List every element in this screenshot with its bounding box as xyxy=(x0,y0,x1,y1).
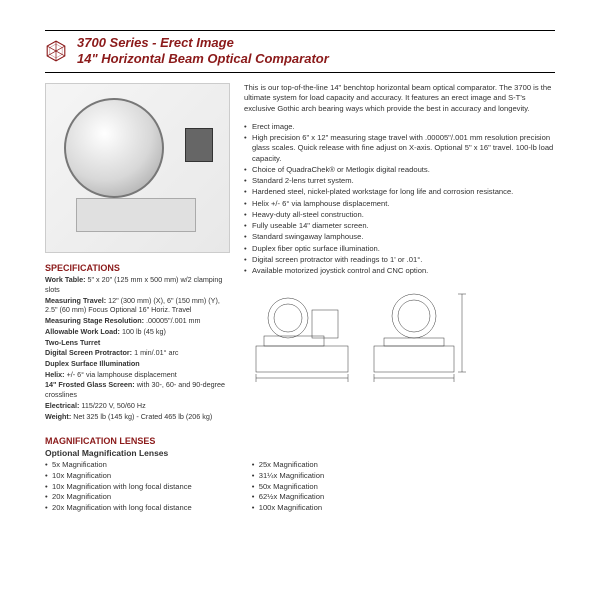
spec-line: Helix: +/- 6° via lamphouse displacement xyxy=(45,370,230,380)
title-line-1: 3700 Series - Erect Image xyxy=(77,35,329,51)
feature-item: Heavy-duty all-steel construction. xyxy=(244,210,555,220)
specs-list: Work Table: 5" x 20" (125 mm x 500 mm) w… xyxy=(45,275,230,421)
header-bar: 3700 Series - Erect Image 14" Horizontal… xyxy=(45,30,555,73)
product-photo xyxy=(45,83,230,253)
feature-item: Choice of QuadraChek® or Metlogix digita… xyxy=(244,165,555,175)
mag-item: 10x Magnification with long focal distan… xyxy=(45,482,192,493)
feature-item: Standard swingaway lamphouse. xyxy=(244,232,555,242)
feature-item: Standard 2-lens turret system. xyxy=(244,176,555,186)
magnification-section: MAGNIFICATION LENSES Optional Magnificat… xyxy=(45,436,555,513)
spec-line: Two-Lens Turret xyxy=(45,338,230,348)
title-block: 3700 Series - Erect Image 14" Horizontal… xyxy=(77,35,329,66)
feature-item: Helix +/- 6° via lamphouse displacement. xyxy=(244,199,555,209)
main-row: SPECIFICATIONS Work Table: 5" x 20" (125… xyxy=(45,83,555,422)
left-column: SPECIFICATIONS Work Table: 5" x 20" (125… xyxy=(45,83,230,422)
mag-item: 25x Magnification xyxy=(252,460,324,471)
mag-item: 10x Magnification xyxy=(45,471,192,482)
feature-item: Digital screen protractor with readings … xyxy=(244,255,555,265)
brand-logo-icon xyxy=(45,40,67,62)
spec-line: 14" Frosted Glass Screen: with 30-, 60- … xyxy=(45,380,230,399)
specs-heading: SPECIFICATIONS xyxy=(45,263,230,273)
mag-item: 20x Magnification with long focal distan… xyxy=(45,503,192,514)
spec-line: Measuring Stage Resolution: .00005"/.001… xyxy=(45,316,230,326)
spec-line: Digital Screen Protractor: 1 min/.01° ar… xyxy=(45,348,230,358)
mag-list-2: 25x Magnification31¼x Magnification50x M… xyxy=(252,460,324,513)
mag-list-1: 5x Magnification10x Magnification10x Mag… xyxy=(45,460,192,513)
title-line-2: 14" Horizontal Beam Optical Comparator xyxy=(77,51,329,67)
mag-item: 50x Magnification xyxy=(252,482,324,493)
feature-item: Fully useable 14" diameter screen. xyxy=(244,221,555,231)
mag-subheading: Optional Magnification Lenses xyxy=(45,448,555,458)
spec-line: Measuring Travel: 12" (300 mm) (X), 6" (… xyxy=(45,296,230,315)
feature-item: Hardened steel, nickel-plated workstage … xyxy=(244,187,555,197)
spec-line: Allowable Work Load: 100 lb (45 kg) xyxy=(45,327,230,337)
spec-line: Weight: Net 325 lb (145 kg) - Crated 465… xyxy=(45,412,230,422)
spec-line: Duplex Surface Illumination xyxy=(45,359,230,369)
intro-paragraph: This is our top-of-the-line 14" benchtop… xyxy=(244,83,555,114)
feature-item: Available motorized joystick control and… xyxy=(244,266,555,276)
right-column: This is our top-of-the-line 14" benchtop… xyxy=(244,83,555,422)
feature-item: Duplex fiber optic surface illumination. xyxy=(244,244,555,254)
feature-item: High precision 6" x 12" measuring stage … xyxy=(244,133,555,164)
mag-item: 100x Magnification xyxy=(252,503,324,514)
mag-item: 62½x Magnification xyxy=(252,492,324,503)
mag-heading: MAGNIFICATION LENSES xyxy=(45,436,555,446)
feature-item: Erect image. xyxy=(244,122,555,132)
mag-item: 5x Magnification xyxy=(45,460,192,471)
mag-item: 20x Magnification xyxy=(45,492,192,503)
technical-diagram xyxy=(244,288,474,384)
spec-line: Work Table: 5" x 20" (125 mm x 500 mm) w… xyxy=(45,275,230,294)
spec-line: Electrical: 115/220 V, 50/60 Hz xyxy=(45,401,230,411)
features-list: Erect image.High precision 6" x 12" meas… xyxy=(244,122,555,277)
mag-item: 31¼x Magnification xyxy=(252,471,324,482)
